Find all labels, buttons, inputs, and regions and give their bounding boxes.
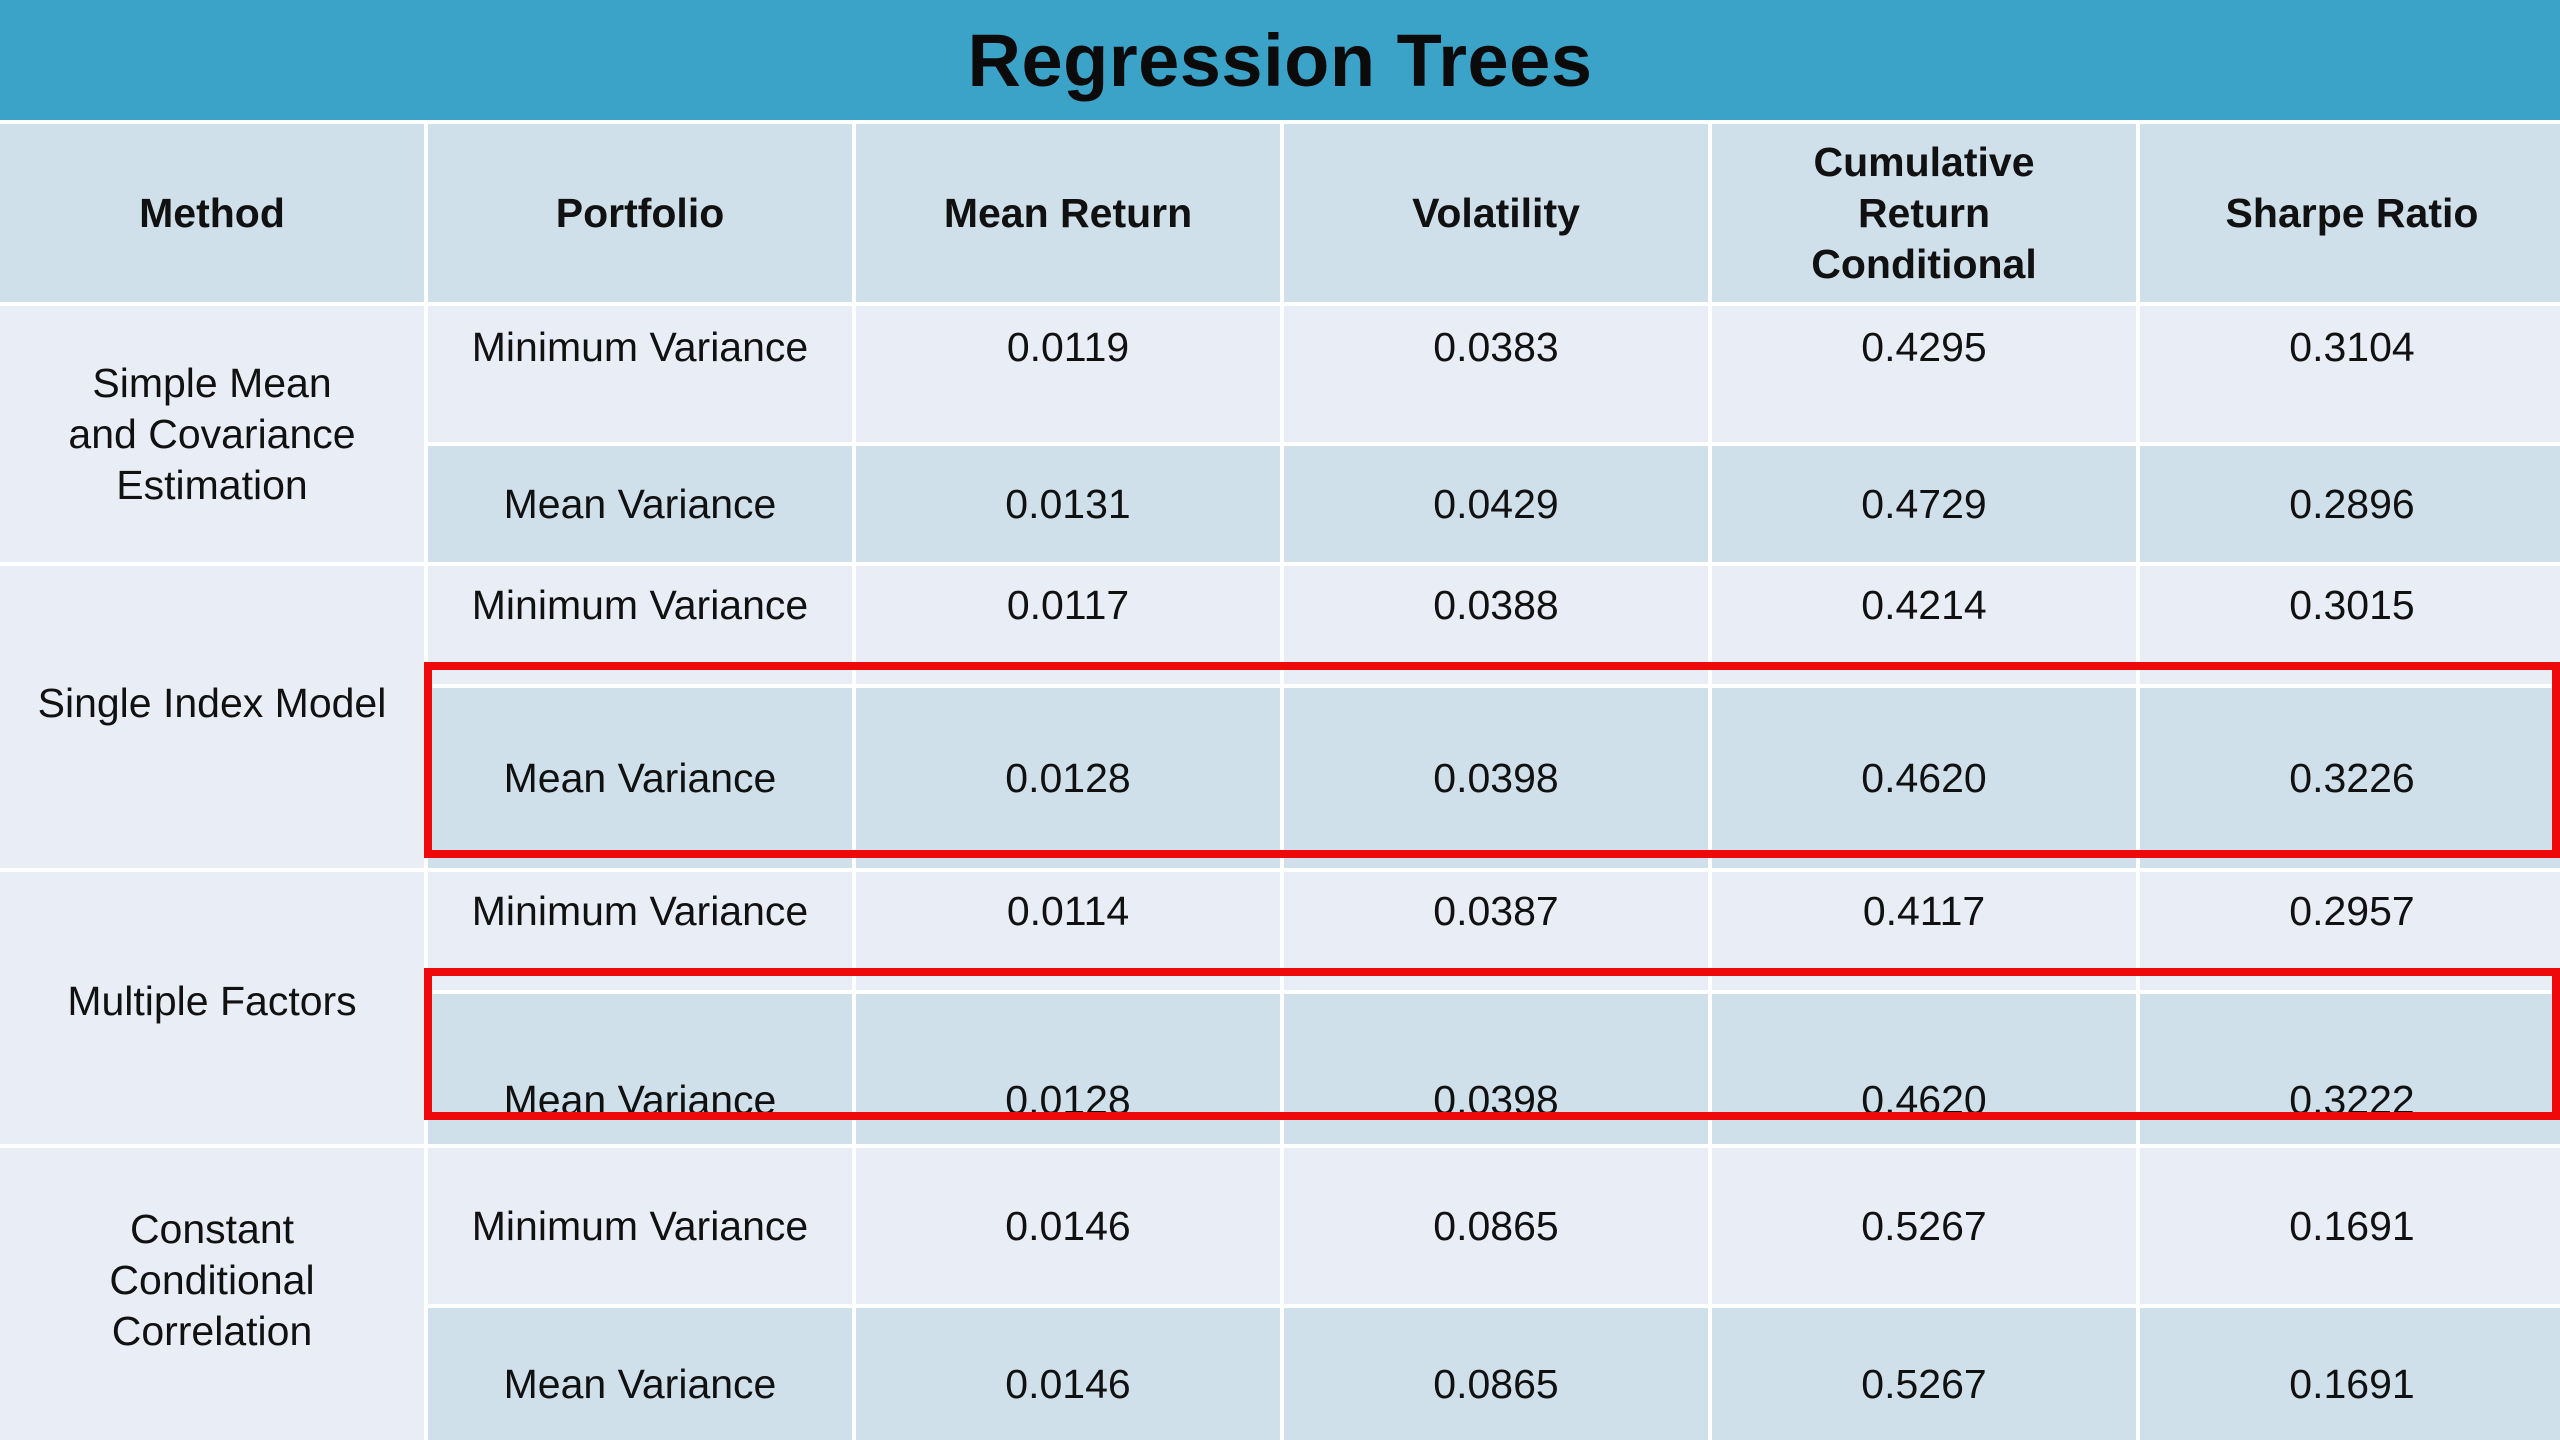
volatility-cell: 0.0429	[1284, 446, 1708, 562]
title-bar: Regression Trees	[0, 0, 2560, 120]
volatility-cell: 0.0383	[1284, 306, 1708, 442]
cumulative-return-cell: 0.4214	[1712, 566, 2136, 684]
method-cell: Simple Mean and Covariance Estimation	[0, 306, 424, 562]
table-header-row: Method Portfolio Mean Return Volatility …	[0, 124, 2560, 302]
portfolio-cell: Mean Variance	[428, 446, 852, 562]
cumulative-return-cell: 0.5267	[1712, 1308, 2136, 1440]
method-cell: Single Index Model	[0, 566, 424, 868]
results-table: Method Portfolio Mean Return Volatility …	[0, 120, 2560, 1440]
cumulative-return-cell: 0.4117	[1712, 872, 2136, 990]
mean-return-cell: 0.0146	[856, 1308, 1280, 1440]
column-header-sharpe-ratio: Sharpe Ratio	[2140, 124, 2560, 302]
portfolio-cell: Mean Variance	[428, 688, 852, 868]
portfolio-cell: Minimum Variance	[428, 1148, 852, 1304]
mean-return-cell: 0.0128	[856, 994, 1280, 1144]
column-header-portfolio: Portfolio	[428, 124, 852, 302]
sharpe-ratio-cell: 0.3226	[2140, 688, 2560, 868]
method-cell: Constant Conditional Correlation	[0, 1148, 424, 1440]
method-line: Conditional	[109, 1257, 315, 1303]
sharpe-ratio-cell: 0.3015	[2140, 566, 2560, 684]
header-line: Cumulative	[1813, 138, 2035, 185]
volatility-cell: 0.0865	[1284, 1148, 1708, 1304]
column-header-mean-return: Mean Return	[856, 124, 1280, 302]
table-row: Mean Variance 0.0146 0.0865 0.5267 0.169…	[0, 1308, 2560, 1440]
sharpe-ratio-cell: 0.2896	[2140, 446, 2560, 562]
volatility-cell: 0.0398	[1284, 994, 1708, 1144]
mean-return-cell: 0.0146	[856, 1148, 1280, 1304]
header-line: Return	[1857, 189, 1991, 236]
method-cell: Multiple Factors	[0, 872, 424, 1144]
portfolio-cell: Mean Variance	[428, 1308, 852, 1440]
table-row: Constant Conditional Correlation Minimum…	[0, 1148, 2560, 1440]
volatility-cell: 0.0865	[1284, 1308, 1708, 1440]
sharpe-ratio-cell: 0.3222	[2140, 994, 2560, 1144]
method-line: Constant	[129, 1206, 295, 1252]
header-line: Conditional	[1811, 240, 2037, 287]
column-header-volatility: Volatility	[1284, 124, 1708, 302]
page-title: Regression Trees	[967, 18, 1593, 102]
sharpe-ratio-cell: 0.2957	[2140, 872, 2560, 990]
table-row: Simple Mean and Covariance Estimation Mi…	[0, 306, 2560, 562]
table-row-highlighted: Mean Variance 0.0128 0.0398 0.4620 0.322…	[0, 688, 2560, 868]
method-line: Single Index Model	[37, 680, 387, 726]
volatility-cell: 0.0387	[1284, 872, 1708, 990]
mean-return-cell: 0.0128	[856, 688, 1280, 868]
sharpe-ratio-cell: 0.1691	[2140, 1308, 2560, 1440]
cumulative-return-cell: 0.4620	[1712, 994, 2136, 1144]
portfolio-cell: Mean Variance	[428, 994, 852, 1144]
volatility-cell: 0.0398	[1284, 688, 1708, 868]
results-table-container: Method Portfolio Mean Return Volatility …	[0, 124, 2560, 1440]
method-line: and Covariance	[68, 410, 356, 457]
portfolio-cell: Minimum Variance	[428, 306, 852, 442]
cumulative-return-cell: 0.4295	[1712, 306, 2136, 442]
mean-return-cell: 0.0131	[856, 446, 1280, 562]
volatility-cell: 0.0388	[1284, 566, 1708, 684]
mean-return-cell: 0.0114	[856, 872, 1280, 990]
portfolio-cell: Minimum Variance	[428, 566, 852, 684]
sharpe-ratio-cell: 0.1691	[2140, 1148, 2560, 1304]
column-header-cumulative-return: Cumulative Return Conditional	[1712, 124, 2136, 302]
table-row: Mean Variance 0.0131 0.0429 0.4729 0.289…	[0, 446, 2560, 562]
method-line: Multiple Factors	[67, 978, 357, 1024]
column-header-method: Method	[0, 124, 424, 302]
method-line: Correlation	[111, 1308, 313, 1354]
method-line: Simple Mean	[92, 359, 332, 406]
sharpe-ratio-cell: 0.3104	[2140, 306, 2560, 442]
cumulative-return-cell: 0.4620	[1712, 688, 2136, 868]
cumulative-return-cell: 0.5267	[1712, 1148, 2136, 1304]
table-row: Multiple Factors Minimum Variance 0.0114…	[0, 872, 2560, 1144]
mean-return-cell: 0.0117	[856, 566, 1280, 684]
portfolio-cell: Minimum Variance	[428, 872, 852, 990]
method-line: Estimation	[116, 461, 308, 508]
mean-return-cell: 0.0119	[856, 306, 1280, 442]
cumulative-return-cell: 0.4729	[1712, 446, 2136, 562]
table-row-highlighted: Mean Variance 0.0128 0.0398 0.4620 0.322…	[0, 994, 2560, 1144]
table-row: Single Index Model Minimum Variance 0.01…	[0, 566, 2560, 868]
